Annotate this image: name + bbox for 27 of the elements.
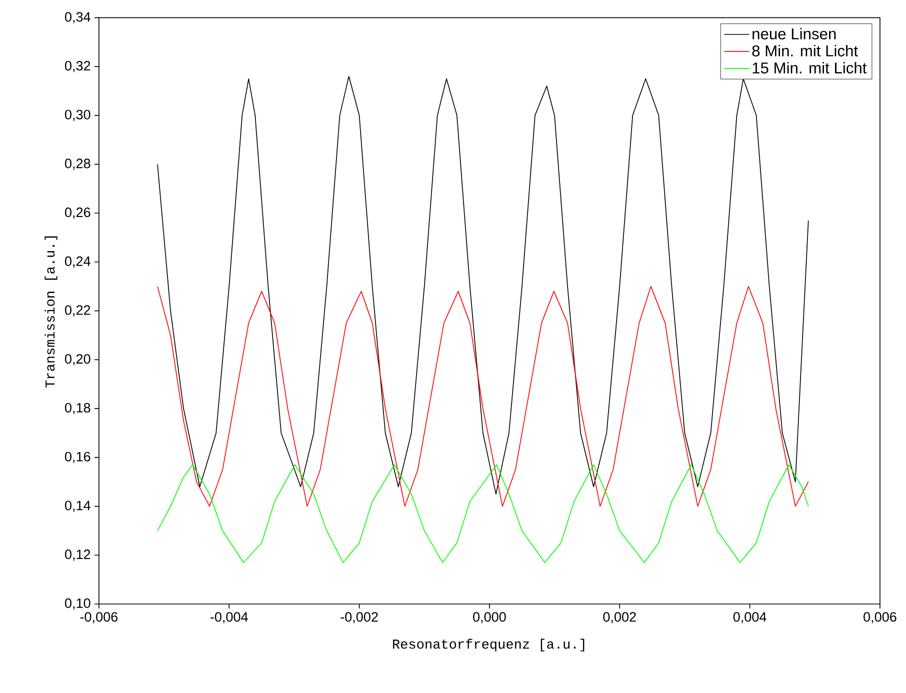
y-tick-label: 0,30 (64, 110, 90, 122)
x-tick-label: 0,006 (864, 612, 896, 624)
y-tick-label: 0,20 (64, 354, 90, 366)
x-tick-label: -0,002 (340, 612, 378, 624)
line-series (157, 286, 809, 507)
x-tick-label: -0,004 (210, 612, 248, 624)
y-tick-label: 0,14 (64, 500, 90, 512)
legend-label: neue Linsen (752, 28, 836, 40)
legend-label: 8 Min. mit Licht (752, 45, 858, 57)
y-tick-label: 0,16 (64, 452, 90, 464)
y-tick-label: 0,10 (64, 598, 90, 610)
x-tick-label: 0,000 (473, 612, 506, 624)
y-tick-label: 0,12 (64, 550, 90, 561)
x-tick-label: 0,002 (603, 612, 636, 624)
y-tick-label: 0,34 (64, 12, 90, 24)
y-tick-label: 0,22 (64, 305, 90, 317)
y-tick-label: 0,24 (64, 256, 90, 268)
x-tick-label: 0,004 (733, 612, 766, 624)
y-axis-title: Transmission [a.u.] (44, 236, 58, 388)
y-tick-label: 0,32 (64, 61, 90, 72)
line-series (157, 464, 809, 564)
legend-label: 15 Min. mit Licht (752, 62, 867, 74)
y-tick-label: 0,28 (64, 158, 90, 170)
y-tick-label: 0,18 (64, 403, 90, 414)
x-axis-title: Resonatorfrequenz [a.u.] (393, 639, 584, 652)
y-tick-label: 0,26 (64, 208, 90, 219)
x-tick-label: -0,006 (80, 612, 118, 624)
